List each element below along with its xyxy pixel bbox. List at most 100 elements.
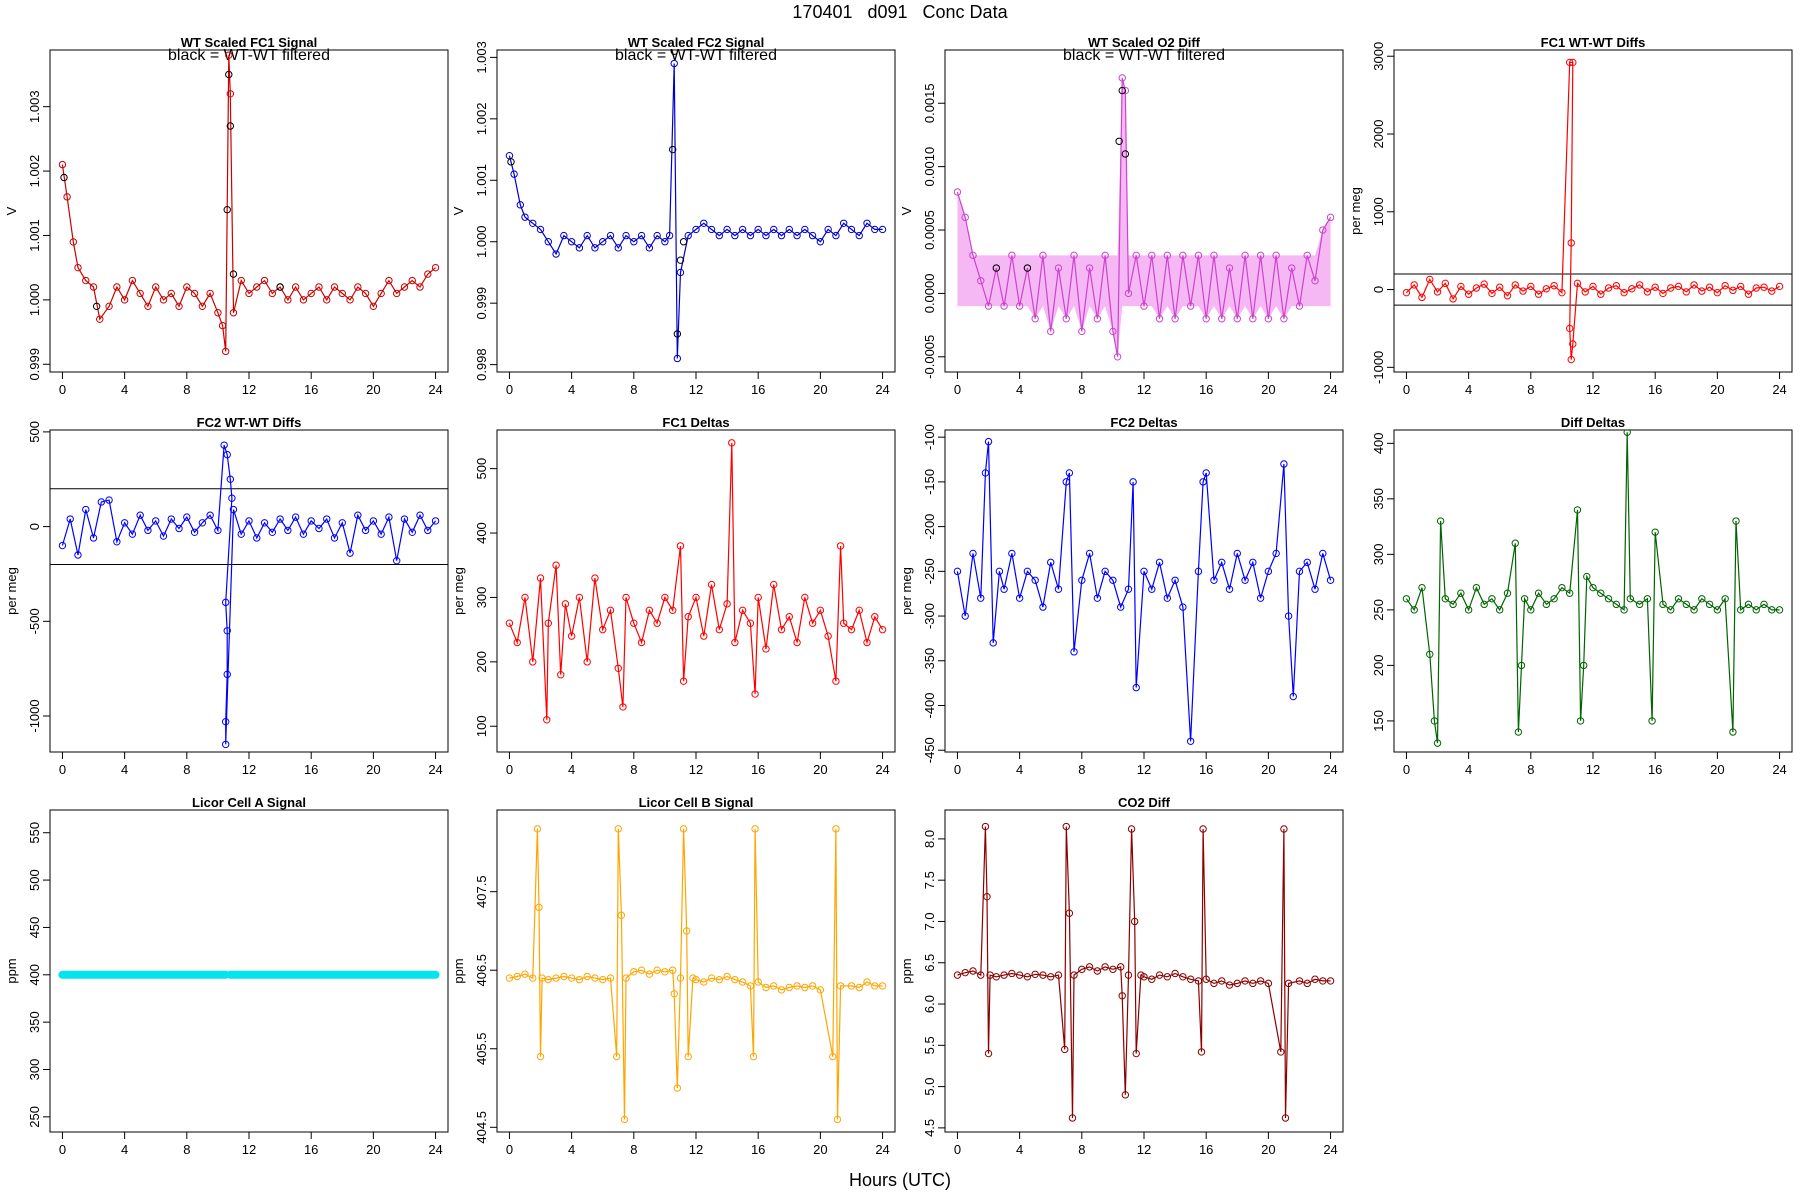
- data-point: [824, 632, 832, 640]
- data-point: [1457, 282, 1465, 291]
- y-tick-label: 6.0: [922, 995, 937, 1013]
- data-point: [1155, 315, 1164, 323]
- data-point: [583, 231, 591, 240]
- data-point: [416, 511, 424, 519]
- data-point: [220, 441, 228, 449]
- data-point: [1047, 558, 1055, 567]
- data-point: [1070, 251, 1078, 260]
- panel-fc2-diffs: FC2 WT-WT Diffs 0 4 8 12 16 20 24 -1000 -500 0 500 p…: [4, 415, 449, 777]
- x-tick-label: 4: [1016, 1142, 1023, 1157]
- data-point: [1202, 975, 1210, 983]
- data-point: [1573, 506, 1582, 514]
- data-point: [847, 625, 856, 634]
- data-point: [613, 1052, 621, 1061]
- data-band: [957, 77, 1331, 357]
- plot-area: [1402, 430, 1784, 747]
- data-point: [1567, 355, 1575, 364]
- y-tick-label: 0.999: [474, 287, 489, 320]
- x-tick-label: 0: [954, 382, 961, 397]
- data-point: [1426, 275, 1434, 284]
- data-point: [330, 283, 339, 291]
- data-point: [1000, 971, 1008, 979]
- filtered-point: [507, 158, 515, 166]
- x-tick-label: 12: [1137, 382, 1151, 397]
- data-point: [536, 574, 545, 582]
- data-point: [1626, 595, 1635, 603]
- data-point: [1729, 286, 1737, 295]
- data-point: [1433, 288, 1442, 296]
- plot-area: [505, 50, 887, 363]
- data-point: [1148, 585, 1156, 593]
- data-point: [785, 983, 793, 992]
- y-tick-label: -1000: [27, 699, 42, 732]
- y-tick-label: 1.002: [27, 155, 42, 188]
- panel-title: Licor Cell B Signal: [639, 795, 754, 810]
- data-point: [839, 619, 848, 627]
- data-point: [661, 238, 669, 246]
- y-tick-label: 500: [27, 869, 42, 891]
- data-point: [1488, 595, 1496, 603]
- data-point: [599, 625, 607, 634]
- data-point: [1410, 281, 1418, 289]
- data-point: [793, 638, 801, 647]
- data-point: [1520, 595, 1529, 603]
- data-point: [221, 740, 230, 749]
- x-tick-label: 4: [121, 382, 128, 397]
- data-point: [510, 170, 518, 178]
- filtered-point: [670, 50, 678, 55]
- data-point: [291, 513, 300, 521]
- data-point: [1503, 589, 1512, 597]
- data-point: [1768, 606, 1776, 614]
- data-point: [682, 927, 691, 935]
- data-point: [1565, 324, 1574, 333]
- y-tick-label: 1000: [1371, 197, 1386, 226]
- data-point: [513, 972, 521, 981]
- data-point: [995, 567, 1004, 576]
- y-tick-label: 400: [27, 964, 42, 986]
- data-point: [89, 283, 98, 291]
- data-point: [1062, 315, 1070, 323]
- data-point: [1464, 290, 1473, 298]
- filtered-point: [1121, 150, 1130, 158]
- x-tick-label: 24: [875, 762, 889, 777]
- data-point: [670, 59, 678, 68]
- data-point: [839, 219, 848, 227]
- x-tick-label: 4: [121, 762, 128, 777]
- plot-area: [953, 437, 1335, 745]
- x-tick-label: 4: [1465, 382, 1472, 397]
- data-point: [159, 532, 168, 540]
- data-point: [1085, 549, 1094, 558]
- data-point: [416, 283, 424, 291]
- data-point: [1648, 717, 1656, 725]
- data-point: [645, 606, 654, 615]
- data-point: [801, 225, 809, 234]
- data-point: [1140, 973, 1148, 981]
- data-point: [1256, 251, 1265, 260]
- data-point: [637, 638, 646, 647]
- data-point: [1140, 567, 1148, 576]
- data-point: [1628, 285, 1636, 293]
- data-point: [630, 619, 638, 627]
- panel-title: Licor Cell A Signal: [192, 795, 306, 810]
- data-point: [152, 283, 160, 291]
- x-tick-label: 24: [1323, 382, 1337, 397]
- data-point: [1775, 606, 1784, 614]
- data-point: [1667, 606, 1675, 614]
- data-point: [1280, 460, 1288, 468]
- x-tick-label: 20: [1710, 762, 1724, 777]
- data-point: [591, 974, 599, 982]
- filtered-point: [225, 70, 233, 79]
- data-point: [516, 201, 525, 209]
- data-point: [622, 974, 630, 982]
- data-point: [1199, 825, 1207, 833]
- data-point: [1062, 822, 1070, 831]
- x-tick-label: 12: [242, 762, 256, 777]
- data-point: [1667, 284, 1675, 292]
- data-point: [1186, 737, 1195, 745]
- data-point: [1581, 288, 1589, 296]
- x-tick-label: 16: [1199, 762, 1213, 777]
- x-tick-label: 0: [59, 762, 66, 777]
- data-point: [762, 231, 770, 240]
- x-tick-label: 4: [568, 1142, 575, 1157]
- data-point: [1690, 281, 1698, 289]
